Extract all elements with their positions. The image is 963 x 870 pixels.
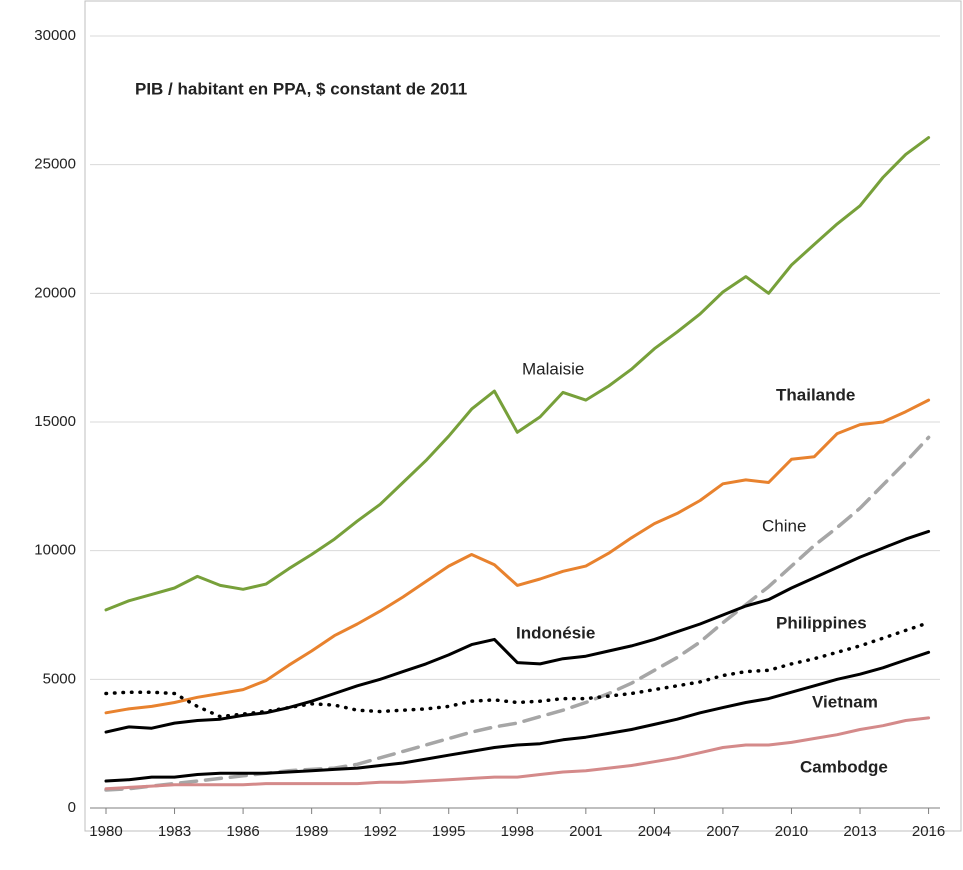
x-tick-label: 2004 (638, 823, 671, 840)
x-tick-label: 1986 (226, 823, 259, 840)
series-label: Cambodge (800, 757, 888, 776)
series-line (104, 716, 931, 791)
x-tick-label: 1980 (89, 823, 122, 840)
series-label: Vietnam (812, 692, 878, 711)
series-label: Philippines (776, 613, 867, 632)
series-line (104, 136, 931, 612)
y-tick-label: 20000 (34, 284, 76, 301)
chart-frame (84, 0, 962, 832)
y-tick-label: 5000 (43, 670, 76, 687)
y-tick-label: 25000 (34, 156, 76, 173)
x-tick-label: 1992 (364, 823, 397, 840)
y-tick-label: 0 (68, 799, 76, 816)
series-label: Indonésie (516, 623, 595, 642)
series-label: Malaisie (522, 359, 584, 378)
x-tick-label: 1998 (501, 823, 534, 840)
x-tick-label: 1989 (295, 823, 328, 840)
series-line (104, 650, 931, 783)
x-tick-label: 2010 (775, 823, 808, 840)
y-tick-label: 30000 (34, 27, 76, 44)
x-tick-label: 2007 (706, 823, 739, 840)
x-tick-label: 2001 (569, 823, 602, 840)
x-tick-label: 2013 (843, 823, 876, 840)
x-tick-label: 1983 (158, 823, 191, 840)
chart-title: PIB / habitant en PPA, $ constant de 201… (135, 79, 467, 98)
series-label: Thailande (776, 385, 855, 404)
series-label: Chine (762, 516, 806, 535)
series-line (104, 529, 931, 734)
x-tick-label: 2016 (912, 823, 945, 840)
x-tick-label: 1995 (432, 823, 465, 840)
series-line (104, 435, 931, 792)
y-tick-label: 10000 (34, 542, 76, 559)
series-line (104, 620, 931, 719)
series-line (104, 398, 931, 715)
y-tick-label: 15000 (34, 413, 76, 430)
